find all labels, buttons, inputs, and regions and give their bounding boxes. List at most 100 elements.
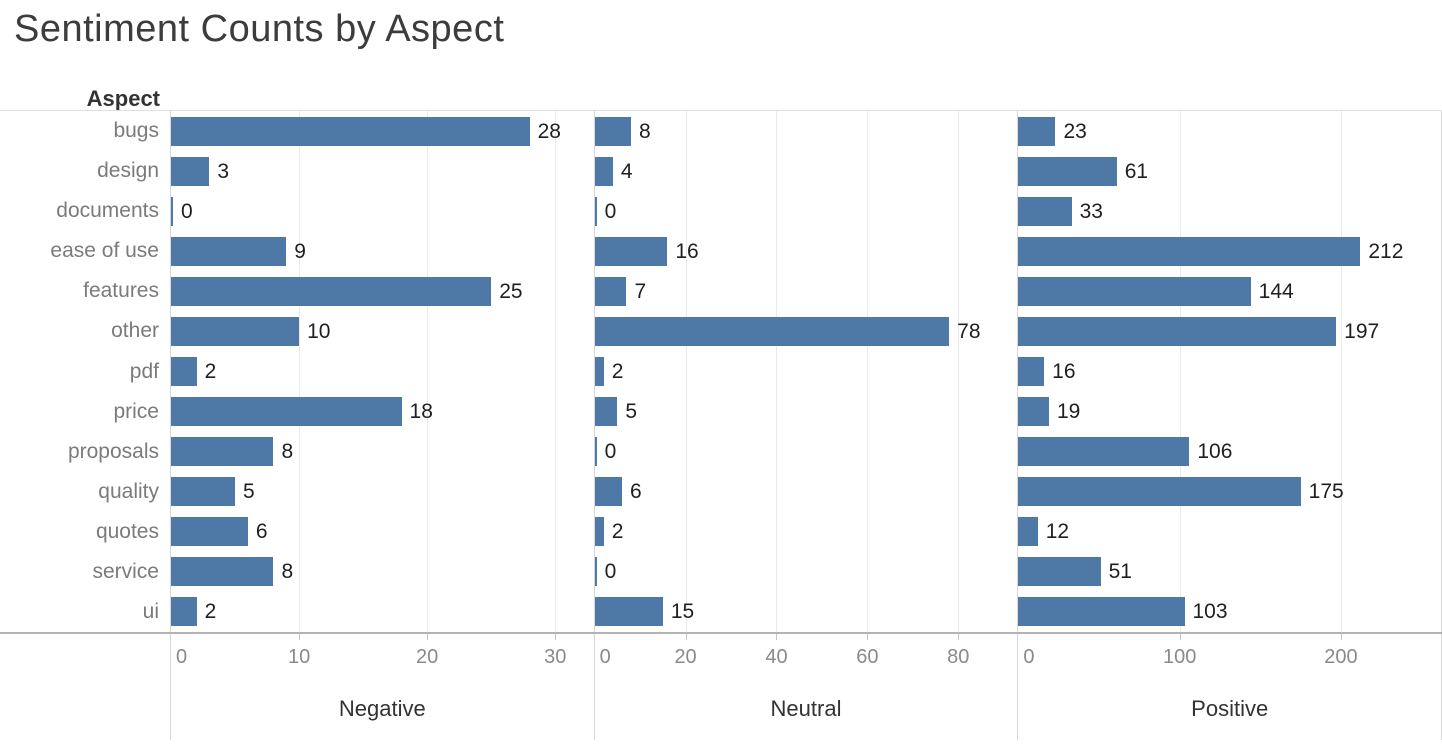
bar-row: 6 [594,472,1018,512]
bar-value-label: 5 [243,480,255,504]
bar-row: 7 [594,271,1018,311]
bar-row: 15 [594,592,1018,632]
bar [1018,156,1117,186]
tick-mark [1179,634,1181,640]
category-label: features [83,279,159,303]
bar-value-label: 19 [1056,400,1081,424]
bar-row: 8 [594,111,1018,151]
bar-row: 4 [594,151,1018,191]
bar-row: 23 [1018,111,1441,151]
bar-row: 212 [1018,231,1441,271]
axis-neutral: 0 20 40 60 80 [593,634,1018,680]
bar-value-label: 5 [625,400,638,424]
chart-body: Aspect bugs design documents ease of use fea… [0,82,1442,746]
bar-value-label: 0 [604,560,617,584]
bar-row: 2 [594,351,1018,391]
bar-row: 0 [594,191,1018,231]
bar-row: 6 [171,512,594,552]
bar [594,597,663,627]
gridline [1340,111,1342,632]
bar-row: 51 [1018,552,1441,592]
panel-label-area: Negative Neutral Positive [0,680,1442,740]
bar-value-label: 51 [1108,560,1132,584]
axis-positive: 0 100 200 [1017,634,1442,680]
bar [1018,276,1251,306]
bar [594,236,668,266]
bar-value-label: 16 [1052,360,1076,383]
bar-value-label: 175 [1308,480,1344,504]
tick-label: 20 [674,646,697,668]
gridline [427,111,429,632]
tick-mark [958,634,960,640]
bar-row: 5 [594,392,1018,432]
footer-spacer [0,680,170,740]
tick-label: 200 [1324,646,1358,668]
panel-positive: 23 61 33 212 144 197 16 19 106 175 12 51 103 [1017,111,1442,632]
gridline [555,111,557,632]
category-label: documents [56,199,159,223]
bar [1018,397,1049,427]
bar-value-label: 78 [957,319,981,343]
gridline [685,111,687,632]
bar [1018,477,1301,507]
bar-value-label: 2 [611,360,624,383]
tick-label: 0 [599,646,611,668]
tick-mark [776,634,778,640]
bar-value-label: 2 [611,520,624,544]
bar-row: 175 [1018,472,1441,512]
bar [171,557,274,587]
bar [1018,236,1361,266]
bar-row: 0 [594,552,1018,592]
bar-value-label: 103 [1192,600,1228,624]
bar-row: 2 [594,512,1018,552]
bar [171,357,197,386]
plot-area: bugs design documents ease of use features ot… [0,110,1442,632]
bar-value-label: 2 [204,360,217,383]
bar-value-label: 8 [281,440,294,464]
bar [594,397,618,427]
panel-label-positive: Positive [1017,680,1442,740]
bar [594,196,597,226]
bar-value-label: 106 [1197,440,1233,464]
bar [1018,196,1072,226]
row-field-header: Aspect [0,82,1442,110]
bars-container: 28 3 0 9 25 10 2 18 8 5 6 8 2 [171,111,594,632]
bar-row: 5 [171,472,594,512]
bar-row: 0 [171,191,594,231]
bar-value-label: 4 [620,159,633,183]
bar-row: 9 [171,231,594,271]
bar-row: 197 [1018,311,1441,351]
bar [594,517,604,547]
category-label: proposals [67,439,159,463]
tick-label: 80 [947,646,970,668]
bar [1018,597,1185,627]
bar-row: 61 [1018,151,1441,191]
panel-label-neutral: Neutral [593,680,1018,740]
bar-row: 3 [171,151,594,191]
bar [1018,116,1056,146]
bar-row: 19 [1018,392,1441,432]
bar-row: 2 [171,592,594,632]
bar-row: 2 [171,351,594,391]
aspect-field-label: Aspect [86,86,160,111]
bar-value-label: 7 [634,279,647,303]
gridline [299,111,301,632]
bar-row: 12 [1018,512,1441,552]
bar-value-label: 9 [294,239,306,263]
bar [171,477,236,507]
bar-row: 103 [1018,592,1441,632]
bar-row: 10 [171,311,594,351]
gridline [776,111,778,632]
bar-value-label: 33 [1079,199,1103,223]
tick-label: 60 [856,646,879,668]
bar-value-label: 0 [604,199,617,223]
bar [171,316,300,346]
tick-mark [427,634,429,640]
bar [594,437,597,467]
bar-row: 33 [1018,191,1441,231]
bar-row: 28 [171,111,594,151]
tick-label: 0 [1023,646,1035,668]
chart-title: Sentiment Counts by Aspect [14,8,505,50]
bars-container: 23 61 33 212 144 197 16 19 106 175 12 51 103 [1018,111,1441,632]
